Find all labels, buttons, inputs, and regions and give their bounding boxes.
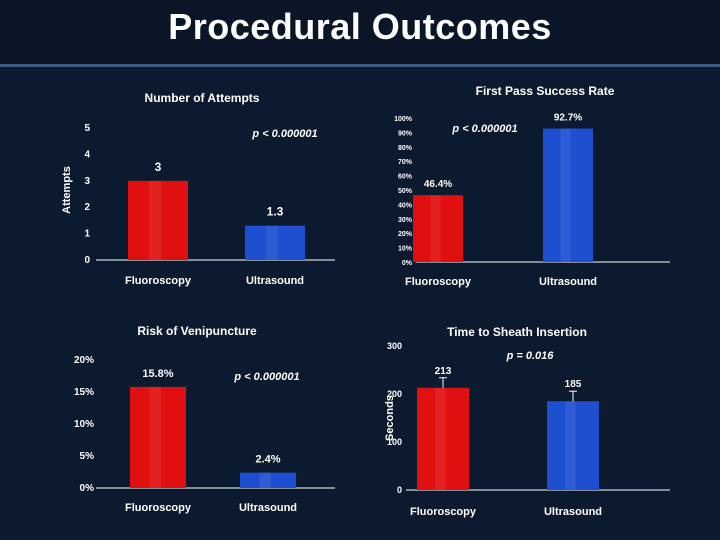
data-label: 2.4% [255,454,280,466]
chart-number-of-attempts: Number of Attempts Attempts 0 1 2 3 4 5 3 Fluoros… [40,80,350,295]
p-value-annotation: p = 0.016 [506,350,555,362]
category-label: Fluoroscopy [125,502,192,514]
y-tick-label: 2 [84,202,90,213]
category-label: Ultrasound [539,276,597,288]
y-tick-label: 30% [398,217,413,224]
y-tick-label: 0 [397,485,402,495]
bar-ultrasound [245,225,305,260]
category-label: Ultrasound [246,275,304,287]
bar-fluoroscopy [413,195,463,262]
data-label: 185 [565,379,582,390]
bar-highlight [149,386,161,488]
y-axis-label: Attempts [61,166,73,214]
chart-risk-of-venipuncture: Risk of Venipuncture 0% 5% 10% 15% 20% 15.8% Fl… [40,318,350,528]
bar-ultrasound [240,472,296,488]
data-label: 213 [435,366,452,377]
chart-title: Risk of Venipuncture [137,324,257,338]
bar-highlight [560,128,571,262]
y-tick-label: 90% [398,130,413,137]
y-tick-label: 50% [398,188,413,195]
slide-title: Procedural Outcomes [168,6,552,47]
bar-fluoroscopy [417,387,469,490]
y-tick-label: 100% [394,116,413,123]
p-value-annotation: p < 0.000001 [451,123,517,135]
bar-fluoroscopy [128,180,188,260]
p-value-annotation: p < 0.000001 [233,371,299,383]
data-label: 46.4% [424,179,452,190]
bar-ultrasound [543,128,593,262]
y-tick-label: 4 [84,149,90,160]
category-label: Ultrasound [544,506,602,518]
y-tick-label: 40% [398,202,413,209]
bar-highlight [149,180,161,260]
bar-highlight [435,387,446,490]
y-tick-label: 20% [74,355,94,366]
data-label: 3 [155,160,162,174]
y-tick-label: 1 [84,229,90,240]
data-label: 15.8% [142,368,173,380]
chart-title: Time to Sheath Insertion [447,325,587,339]
chart-time-to-sheath: Time to Sheath Insertion Seconds 0 100 200 30… [365,318,685,528]
y-tick-label: 0% [80,483,95,494]
y-tick-label: 15% [74,387,94,398]
attempts-chart-svg: Number of Attempts Attempts 0 1 2 3 4 5 3 Fluoros… [61,91,335,287]
y-tick-label: 10% [74,419,94,430]
y-tick-label: 0% [402,260,413,267]
category-label: Ultrasound [239,502,297,514]
y-tick-label: 80% [398,145,413,152]
sheath-chart-svg: Time to Sheath Insertion Seconds 0 100 200 30… [384,325,670,518]
y-tick-label: 5% [80,451,95,462]
y-tick-label: 200 [387,389,402,399]
bar-highlight [565,401,576,490]
y-tick-label: 300 [387,341,402,351]
category-label: Fluoroscopy [410,506,477,518]
bar-highlight [266,225,278,260]
y-tick-label: 3 [84,176,90,187]
bar-highlight [430,195,441,262]
bar-fluoroscopy [130,386,186,488]
p-value-annotation: p < 0.000001 [251,128,317,140]
chart-first-pass-success: First Pass Success Rate 0% 10% 20% 30% 40% 50%… [355,80,685,295]
y-axis-label: Seconds [384,395,396,441]
y-tick-label: 5 [84,123,90,134]
chart-title: Number of Attempts [145,91,260,105]
data-label: 1.3 [267,205,284,219]
y-tick-label: 60% [398,174,413,181]
bar-ultrasound [547,401,599,490]
y-tick-label: 20% [398,231,413,238]
category-label: Fluoroscopy [125,275,192,287]
y-tick-label: 100 [387,437,402,447]
venipuncture-chart-svg: Risk of Venipuncture 0% 5% 10% 15% 20% 15.8% Fl… [74,324,335,514]
success-chart-svg: First Pass Success Rate 0% 10% 20% 30% 40% 50%… [394,84,670,288]
data-label: 92.7% [554,113,582,124]
bar-highlight [259,472,271,488]
chart-title: First Pass Success Rate [476,84,615,98]
y-tick-label: 0 [84,255,90,266]
y-tick-label: 70% [398,159,413,166]
y-tick-label: 10% [398,246,413,253]
title-bar: Procedural Outcomes [0,0,720,67]
category-label: Fluoroscopy [405,276,472,288]
